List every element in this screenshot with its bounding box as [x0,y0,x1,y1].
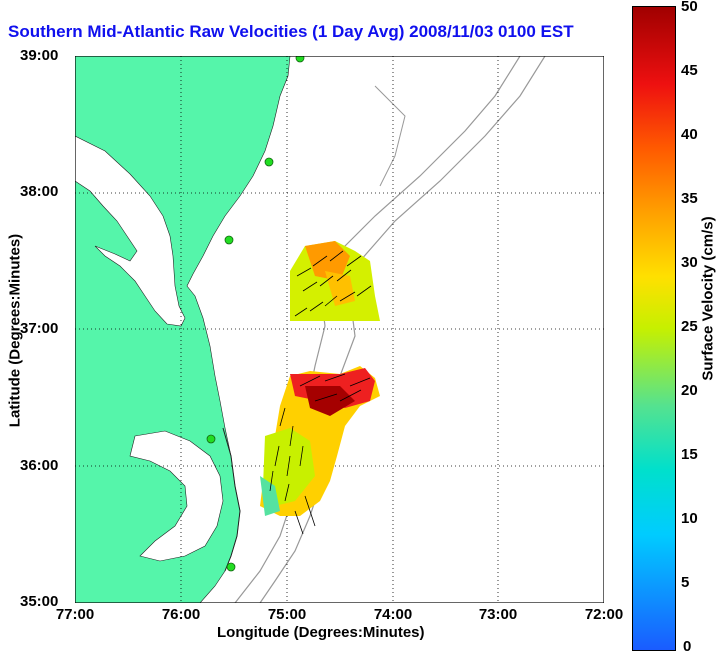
colorbar-tick: 50 [681,0,698,15]
map-title: Southern Mid-Atlantic Raw Velocities (1 … [8,22,574,41]
map-plot-area [75,56,604,603]
velocity-field-north [290,241,380,321]
colorbar-label: Surface Velocity (cm/s) [699,216,717,381]
barrier-islands [222,427,241,572]
x-tick-label: 75:00 [267,606,307,623]
colorbar-tick: 15 [681,446,698,463]
bathymetry-contour [374,85,406,187]
x-tick-label: 73:00 [478,606,518,623]
station-markers [206,56,305,572]
y-tick-label: 38:00 [20,183,59,200]
x-tick-label: 72:00 [584,606,624,623]
colorbar-tick: 35 [681,190,698,207]
colorbar-tick: 25 [681,318,698,335]
velocity-field-south [260,366,380,535]
bathymetry-contour [234,56,521,603]
y-tick-label: 36:00 [20,457,59,474]
y-tick-label: 35:00 [20,593,59,610]
velocity-colorbar [632,6,676,651]
colorbar-tick: 0 [683,638,692,655]
colorbar-tick: 30 [681,254,698,271]
pamlico-sound [129,430,224,562]
chesapeake-bay [75,135,186,327]
colorbar-tick: 45 [681,62,698,79]
y-tick-label: 39:00 [20,47,59,64]
colorbar-tick: 10 [681,510,698,527]
colorbar-tick: 5 [681,574,690,591]
x-tick-label: 76:00 [161,606,201,623]
grid [75,56,604,603]
x-tick-label: 77:00 [55,606,95,623]
y-axis-title: Latitude (Degrees:Minutes) [6,233,24,428]
x-axis-title: Longitude (Degrees:Minutes) [217,624,425,641]
colorbar-tick: 40 [681,126,698,143]
y-tick-label: 37:00 [20,320,59,337]
x-tick-label: 74:00 [373,606,413,623]
colorbar-tick: 20 [681,382,698,399]
